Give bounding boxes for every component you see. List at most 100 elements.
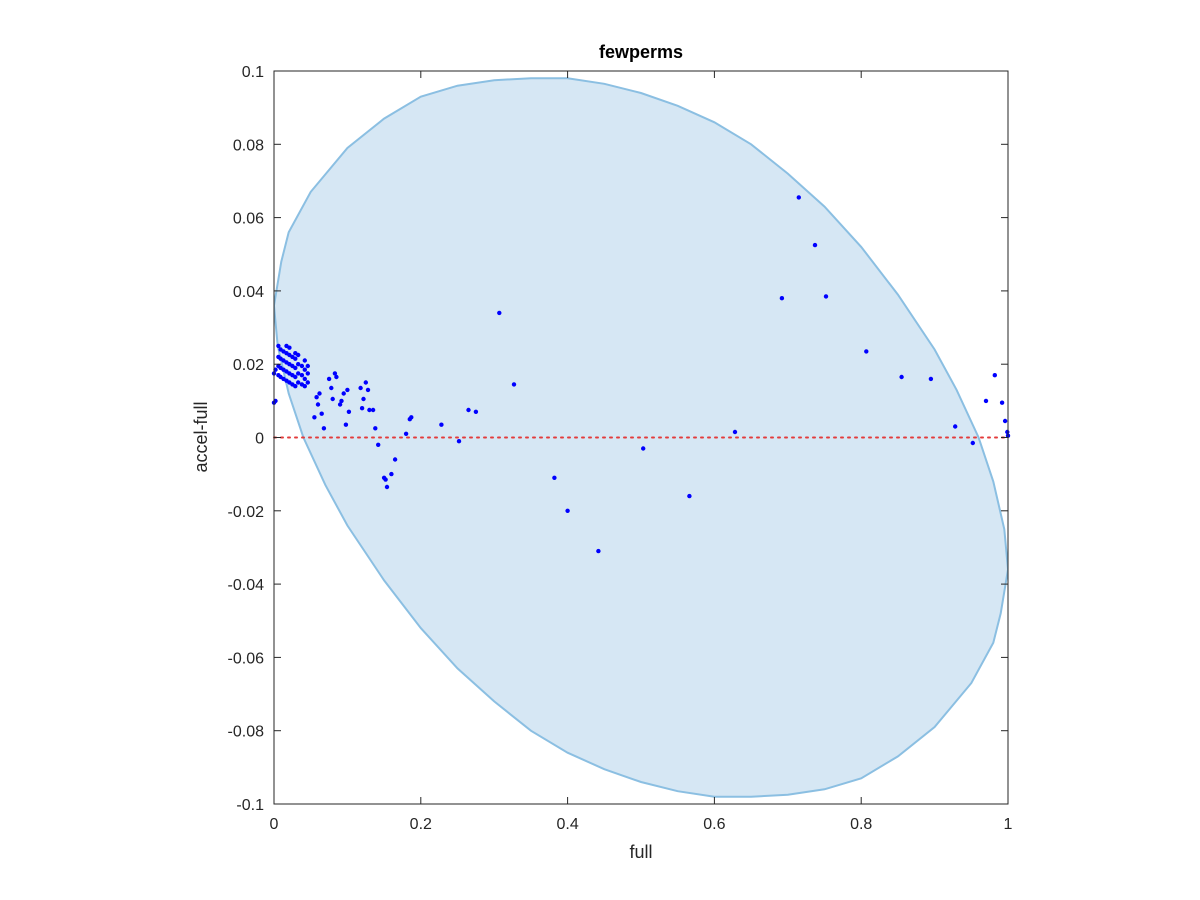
data-point	[302, 384, 307, 389]
data-point	[315, 402, 321, 407]
data-point	[299, 373, 305, 378]
data-point	[389, 471, 394, 477]
data-point	[296, 380, 301, 385]
y-tick-label: 0.1	[242, 64, 264, 81]
data-point	[370, 407, 376, 413]
data-point	[373, 426, 378, 431]
y-tick-label: 0.02	[233, 357, 264, 374]
data-point	[812, 242, 818, 248]
data-point	[403, 431, 409, 436]
data-point	[276, 343, 281, 349]
x-tick-label: 0.2	[410, 816, 432, 833]
y-axis-label: accel-full	[191, 401, 211, 472]
data-point	[361, 396, 366, 402]
data-point	[296, 362, 301, 367]
data-point	[779, 296, 785, 301]
data-point	[732, 429, 738, 435]
data-point	[326, 376, 332, 382]
data-point	[343, 422, 349, 427]
data-point	[466, 407, 471, 413]
data-point	[334, 374, 339, 380]
data-point	[384, 484, 390, 490]
x-tick-label: 0.6	[703, 816, 725, 833]
data-point	[305, 380, 310, 385]
data-point	[332, 371, 338, 376]
y-tick-label: 0	[255, 431, 264, 448]
data-point	[305, 371, 310, 376]
data-point	[314, 395, 319, 400]
data-point	[329, 385, 334, 391]
data-point	[473, 409, 479, 414]
data-point	[864, 349, 869, 354]
y-tick-label: -0.04	[228, 577, 265, 594]
data-point	[358, 385, 363, 391]
data-point	[552, 475, 557, 480]
data-point	[317, 391, 322, 396]
x-tick-label: 0	[270, 816, 279, 833]
data-point	[899, 374, 904, 380]
data-point	[363, 380, 368, 385]
data-point	[367, 407, 372, 413]
data-point	[983, 398, 989, 404]
data-point	[409, 415, 414, 420]
y-tick-label: -0.02	[228, 504, 265, 521]
y-tick-label: -0.08	[228, 724, 265, 741]
data-point	[383, 477, 388, 482]
data-point	[497, 310, 502, 316]
data-point	[337, 402, 343, 407]
data-point	[293, 384, 298, 389]
data-point	[302, 376, 307, 382]
data-point	[796, 195, 801, 200]
data-point	[296, 352, 301, 358]
data-point	[305, 363, 310, 369]
data-point	[439, 422, 444, 427]
x-tick-label: 1	[1004, 816, 1013, 833]
data-point	[359, 406, 365, 411]
data-point	[376, 442, 381, 447]
data-point	[346, 409, 352, 414]
data-point	[687, 493, 692, 499]
chart-title: fewperms	[599, 42, 683, 62]
data-point	[953, 424, 958, 429]
data-point	[511, 382, 517, 387]
data-point	[293, 374, 298, 380]
y-tick-label: 0.04	[233, 284, 264, 301]
data-point	[1002, 418, 1008, 424]
data-point	[299, 363, 305, 369]
y-tick-label: -0.06	[228, 650, 265, 667]
data-point	[999, 400, 1005, 405]
data-point	[365, 387, 371, 393]
data-point	[970, 440, 975, 446]
data-point	[823, 294, 829, 299]
data-point	[293, 365, 298, 371]
data-point	[302, 358, 307, 363]
x-tick-label: 0.4	[556, 816, 578, 833]
data-point	[1005, 429, 1010, 435]
data-point	[928, 376, 934, 382]
y-tick-label: -0.1	[236, 797, 264, 814]
data-point	[321, 426, 327, 431]
y-tick-label: 0.06	[233, 211, 264, 228]
y-tick-label: 0.08	[233, 137, 264, 154]
data-point	[339, 398, 344, 404]
data-point	[330, 396, 335, 402]
data-point	[392, 457, 398, 462]
data-point	[596, 548, 601, 554]
data-point	[565, 508, 570, 513]
plot-area: 0 0.2 0.4 0.6 0.8 1 -0.1 -0.08 -0.06 -0.04 -0.02 0 0…	[228, 64, 1013, 833]
data-point	[992, 373, 997, 378]
data-point	[641, 446, 646, 451]
data-point	[319, 411, 324, 416]
data-point	[302, 367, 307, 372]
x-axis-label: full	[629, 842, 652, 862]
data-point	[287, 345, 292, 350]
data-point	[296, 371, 301, 376]
data-point	[456, 439, 462, 444]
data-point	[345, 387, 350, 393]
x-tick-label: 0.8	[850, 816, 872, 833]
data-point	[312, 415, 317, 420]
data-point	[341, 391, 346, 396]
data-point	[293, 356, 298, 361]
